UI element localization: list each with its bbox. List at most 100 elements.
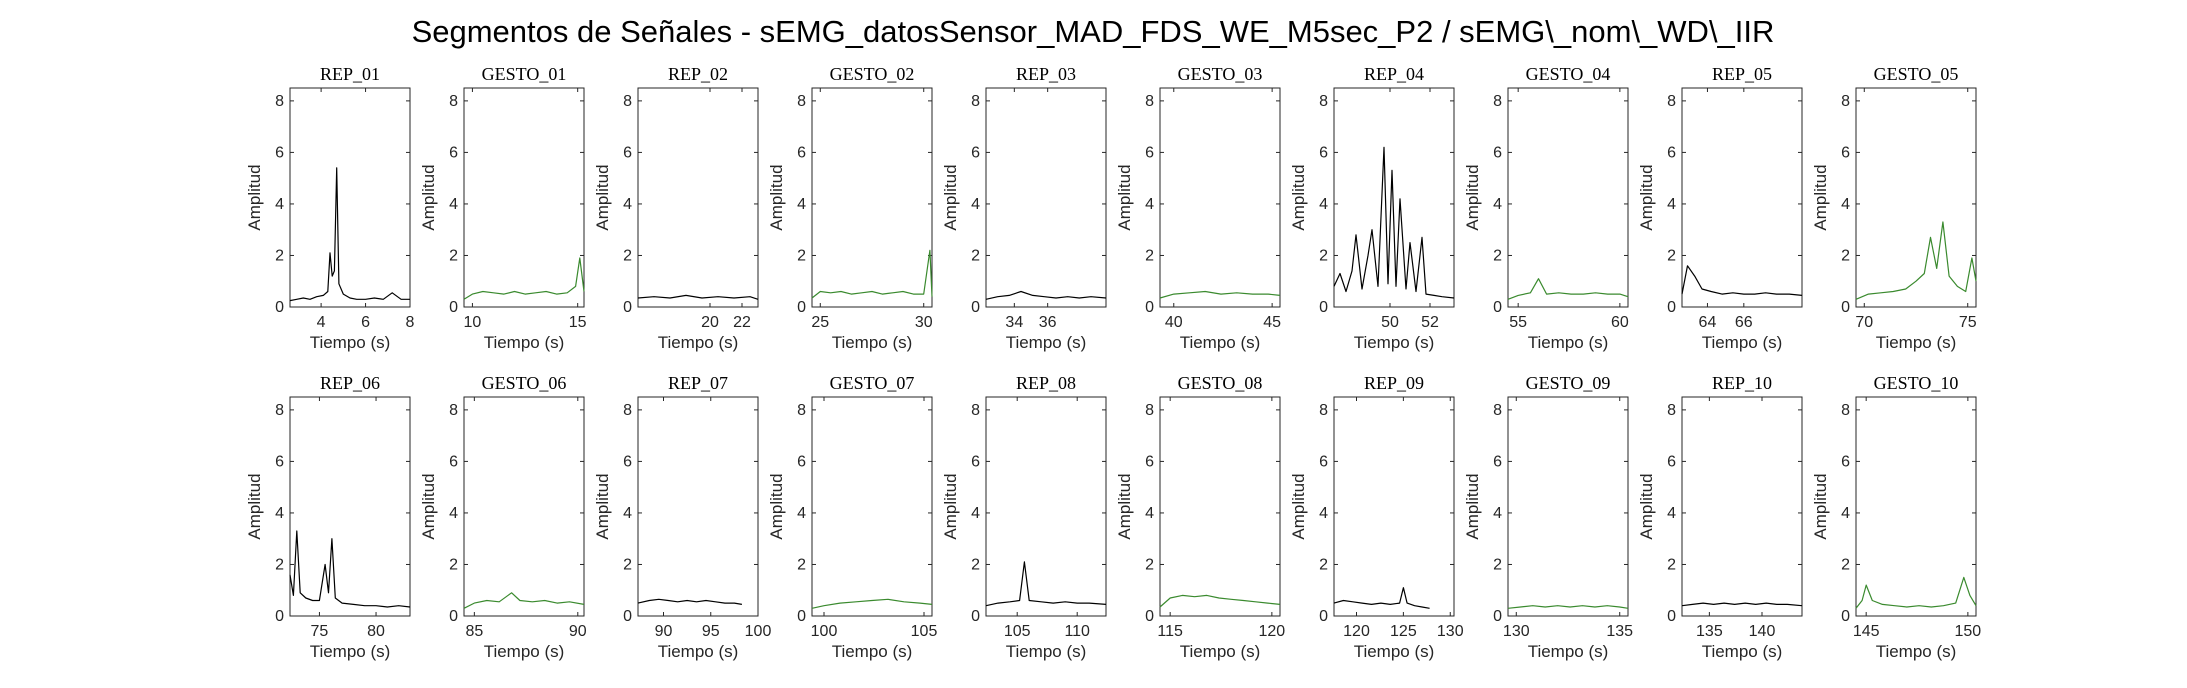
x-axis-label: Tiempo (s) <box>484 333 565 352</box>
y-tick-label: 8 <box>1319 402 1328 419</box>
signal-line <box>463 257 585 300</box>
x-tick-label: 115 <box>1157 623 1183 640</box>
x-axis-label: Tiempo (s) <box>1528 333 1609 352</box>
y-tick-label: 0 <box>275 608 284 625</box>
y-tick-label: 6 <box>275 453 284 470</box>
x-tick-label: 34 <box>1005 314 1023 331</box>
y-axis-label: Amplitud <box>1289 473 1308 539</box>
signal-line <box>1159 594 1281 608</box>
plot-area <box>1333 396 1455 617</box>
y-tick-label: 2 <box>1145 556 1154 573</box>
y-tick-label: 6 <box>1841 144 1850 161</box>
y-tick-label: 0 <box>1145 299 1154 316</box>
x-tick-label: 90 <box>655 623 673 640</box>
subplot-rep-03: 0 2 4 6 8 34 36 REP_03 Tiempo (s) Amplitud <box>941 64 1107 352</box>
y-tick-label: 4 <box>1319 505 1328 522</box>
y-tick-label: 8 <box>1145 402 1154 419</box>
signal-line <box>1855 576 1977 609</box>
y-tick-label: 2 <box>1319 556 1328 573</box>
subplot-rep-04: 0 2 4 6 8 50 52 REP_04 Tiempo (s) Amplitud <box>1289 64 1455 352</box>
plot-area <box>1333 87 1455 308</box>
x-axis-label: Tiempo (s) <box>832 333 913 352</box>
x-tick-label: 64 <box>1699 314 1717 331</box>
subplot-title: REP_09 <box>1364 373 1424 393</box>
plot-area <box>1681 87 1803 308</box>
x-axis-label: Tiempo (s) <box>1876 642 1957 661</box>
y-tick-label: 6 <box>971 144 980 161</box>
plot-area <box>811 396 933 617</box>
y-tick-label: 2 <box>1493 556 1502 573</box>
y-tick-label: 0 <box>449 299 458 316</box>
signal-line <box>637 294 759 300</box>
y-tick-label: 2 <box>971 247 980 264</box>
y-tick-label: 8 <box>797 402 806 419</box>
y-tick-label: 8 <box>623 402 632 419</box>
signal-line <box>1681 265 1803 296</box>
y-tick-label: 2 <box>1841 556 1850 573</box>
signal-line <box>463 592 585 609</box>
plot-area <box>463 396 585 617</box>
plot-area <box>1507 396 1629 617</box>
y-axis-label: Amplitud <box>767 164 786 230</box>
x-tick-label: 145 <box>1853 623 1880 640</box>
subplot-title: GESTO_02 <box>830 64 915 84</box>
y-tick-label: 6 <box>275 144 284 161</box>
x-tick-label: 40 <box>1165 314 1183 331</box>
y-tick-label: 8 <box>971 93 980 110</box>
x-tick-label: 85 <box>465 623 483 640</box>
subplot-title: GESTO_03 <box>1178 64 1263 84</box>
y-tick-label: 4 <box>1841 196 1850 213</box>
x-tick-label: 70 <box>1855 314 1873 331</box>
y-tick-label: 8 <box>1145 93 1154 110</box>
x-axis-label: Tiempo (s) <box>1354 333 1435 352</box>
x-tick-label: 55 <box>1509 314 1527 331</box>
signal-line <box>1681 602 1803 607</box>
y-tick-label: 8 <box>1667 93 1676 110</box>
plot-area <box>1159 87 1281 308</box>
y-tick-label: 0 <box>1841 299 1850 316</box>
y-tick-label: 6 <box>449 453 458 470</box>
x-tick-label: 100 <box>811 623 838 640</box>
subplot-rep-01: 0 2 4 6 8 4 6 8 REP_01 Tiempo (s) Amplitud <box>245 64 415 352</box>
y-axis-label: Amplitud <box>767 473 786 539</box>
x-axis-label: Tiempo (s) <box>658 333 739 352</box>
plot-area <box>289 396 411 617</box>
y-axis-label: Amplitud <box>1811 164 1830 230</box>
x-axis-label: Tiempo (s) <box>832 642 913 661</box>
x-tick-label: 140 <box>1749 623 1776 640</box>
y-axis-label: Amplitud <box>941 473 960 539</box>
y-tick-label: 6 <box>797 453 806 470</box>
y-tick-label: 0 <box>797 608 806 625</box>
y-tick-label: 4 <box>623 196 632 213</box>
y-tick-label: 0 <box>1493 299 1502 316</box>
subplot-gesto-05: 0 2 4 6 8 70 75 GESTO_05 Tiempo (s) Amplitud <box>1811 64 1977 352</box>
y-tick-label: 2 <box>623 247 632 264</box>
y-tick-label: 4 <box>449 196 458 213</box>
plot-area <box>637 87 759 308</box>
y-tick-label: 6 <box>1667 453 1676 470</box>
subplot-rep-08: 0 2 4 6 8 105 110 REP_08 Tiempo (s) Amplitud <box>941 373 1107 661</box>
subplot-grid: 0 2 4 6 8 4 6 8 REP_01 Tiempo (s) Amplitud 0 2 4 6 8 10 1… <box>245 64 1981 661</box>
subplot-title: GESTO_05 <box>1874 64 1959 84</box>
y-tick-label: 6 <box>1667 144 1676 161</box>
y-tick-label: 0 <box>1493 608 1502 625</box>
signal-line <box>637 598 743 605</box>
subplot-gesto-09: 0 2 4 6 8 130 135 GESTO_09 Tiempo (s) Amplitud <box>1463 373 1633 661</box>
plot-area <box>463 87 585 308</box>
plot-area <box>1855 87 1977 308</box>
y-tick-label: 6 <box>1319 144 1328 161</box>
subplot-title: REP_06 <box>320 373 380 393</box>
y-tick-label: 0 <box>449 608 458 625</box>
y-axis-label: Amplitud <box>1115 164 1134 230</box>
plot-area <box>985 396 1107 617</box>
y-tick-label: 2 <box>1493 247 1502 264</box>
x-axis-label: Tiempo (s) <box>1528 642 1609 661</box>
plot-area <box>1681 396 1803 617</box>
x-axis-label: Tiempo (s) <box>484 642 565 661</box>
y-tick-label: 0 <box>1667 608 1676 625</box>
plot-area <box>985 87 1107 308</box>
subplot-title: GESTO_10 <box>1874 373 1959 393</box>
y-tick-label: 0 <box>623 299 632 316</box>
subplot-rep-10: 0 2 4 6 8 135 140 REP_10 Tiempo (s) Amplitud <box>1637 373 1803 661</box>
